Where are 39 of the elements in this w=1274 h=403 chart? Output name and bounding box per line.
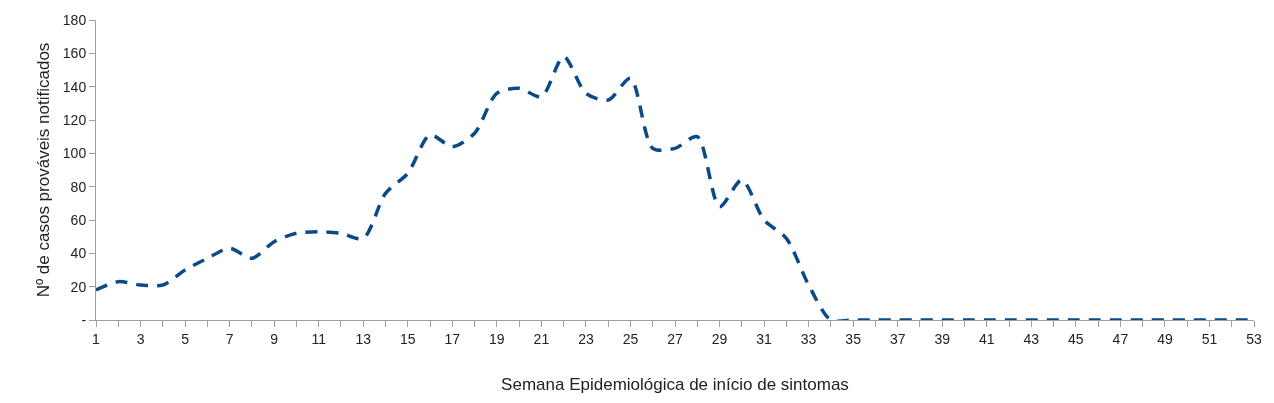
x-tick-label: 47 <box>1112 330 1129 347</box>
x-tick-label: 31 <box>756 330 773 347</box>
y-tick-label: - <box>81 311 87 328</box>
x-tick-label: 49 <box>1157 330 1173 347</box>
x-tick-label: 27 <box>667 330 683 347</box>
x-tick-label: 19 <box>489 330 505 347</box>
x-tick-label: 9 <box>270 330 279 347</box>
x-tick-label: 11 <box>311 330 327 347</box>
x-tick-label: 33 <box>800 330 817 347</box>
x-tick-label: 15 <box>399 330 416 347</box>
y-tick-label: 120 <box>62 111 87 128</box>
x-tick-label: 45 <box>1068 330 1084 347</box>
x-tick-label: 29 <box>711 330 728 347</box>
x-tick-label: 23 <box>578 330 594 347</box>
x-tick-label: 35 <box>845 330 862 347</box>
y-tick-label: 40 <box>70 245 87 262</box>
x-tick-label: 17 <box>444 330 461 347</box>
x-tick-label: 13 <box>355 330 372 347</box>
x-tick-label: 43 <box>1023 330 1040 347</box>
x-tick-label: 5 <box>181 330 190 347</box>
y-tick-label: 180 <box>62 11 87 28</box>
x-tick-label: 21 <box>533 330 550 347</box>
y-tick-label: 160 <box>62 45 87 62</box>
x-tick-label: 39 <box>934 330 951 347</box>
x-tick-label: 37 <box>889 330 906 347</box>
x-tick-label: 3 <box>136 330 145 347</box>
y-tick-label: 100 <box>62 145 87 162</box>
x-tick-label: 25 <box>622 330 639 347</box>
y-axis-title: Nº de casos prováveis notificados <box>34 42 54 298</box>
y-tick-label: 80 <box>70 178 87 195</box>
y-tick-label: 20 <box>70 278 87 295</box>
x-tick-label: 41 <box>978 330 995 347</box>
x-tick-label: 53 <box>1246 330 1262 347</box>
x-tick-label: 51 <box>1201 330 1218 347</box>
x-tick-label: 1 <box>92 330 101 347</box>
y-tick-label: 140 <box>62 78 87 95</box>
x-axis-title: Semana Epidemiológica de início de sintomas <box>501 375 849 395</box>
y-tick-label: 60 <box>70 211 87 228</box>
x-tick-label: 7 <box>225 330 234 347</box>
